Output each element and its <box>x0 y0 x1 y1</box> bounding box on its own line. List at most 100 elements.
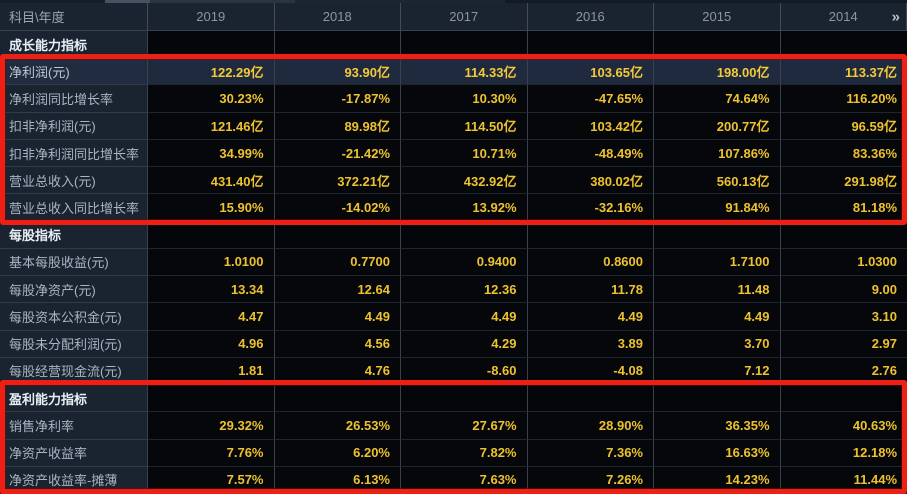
cell-value: -48.49% <box>527 139 654 168</box>
cell-value: 7.63% <box>401 466 528 494</box>
cell-value: 30.23% <box>148 85 275 113</box>
cell-value: 2.76 <box>780 357 907 386</box>
row-label: 营业总收入同比增长率 <box>0 194 148 222</box>
cell-value: 15.90% <box>148 194 275 222</box>
table-row[interactable]: 扣非净利润同比增长率 34.99% -21.42% 10.71% -48.49% 107.… <box>0 139 907 168</box>
section-title: 每股指标 <box>0 221 148 249</box>
empty-cell <box>148 31 275 59</box>
cell-value: 11.48 <box>654 276 781 304</box>
cell-value: 431.40亿 <box>148 167 275 195</box>
empty-cell <box>274 31 401 59</box>
cell-value: 7.76% <box>148 439 275 467</box>
top-edge-strip <box>0 0 907 3</box>
empty-cell <box>401 31 528 59</box>
row-label: 每股经营现金流(元) <box>0 357 148 386</box>
cell-value: 28.90% <box>527 412 654 440</box>
row-label: 扣非净利润同比增长率 <box>0 139 148 168</box>
row-label: 销售净利率 <box>0 412 148 440</box>
cell-value: 116.20% <box>780 85 907 113</box>
cell-value: 4.49 <box>654 303 781 331</box>
row-label: 净利润同比增长率 <box>0 85 148 113</box>
header-row: 科目\年度 2019 2018 2017 2016 2015 2014» <box>0 3 907 31</box>
table-row[interactable]: 每股资本公积金(元) 4.47 4.49 4.49 4.49 4.49 3.10 <box>0 303 907 331</box>
cell-value: 4.56 <box>274 330 401 358</box>
empty-cell <box>780 385 907 413</box>
table-row[interactable]: 营业总收入同比增长率 15.90% -14.02% 13.92% -32.16% 91.8… <box>0 194 907 222</box>
cell-value: 1.81 <box>148 357 275 386</box>
row-label: 净资产收益率-摊薄 <box>0 466 148 494</box>
table-row[interactable]: 净利润(元) 122.29亿 93.90亿 114.33亿 103.65亿 198.00亿… <box>0 58 907 86</box>
cell-value: 6.20% <box>274 439 401 467</box>
cell-value: 16.63% <box>654 439 781 467</box>
cell-value: 200.77亿 <box>654 112 781 140</box>
cell-value: 7.26% <box>527 466 654 494</box>
cell-value: 0.9400 <box>401 248 528 277</box>
row-label: 每股未分配利润(元) <box>0 330 148 358</box>
cell-value: 4.29 <box>401 330 528 358</box>
cell-value: 3.10 <box>780 303 907 331</box>
year-column-header: 2019 <box>148 3 275 31</box>
year-column-header: 2014» <box>780 3 907 31</box>
cell-value: 96.59亿 <box>780 112 907 140</box>
cell-value: 1.7100 <box>654 248 781 277</box>
table-row[interactable]: 净资产收益率 7.76% 6.20% 7.82% 7.36% 16.63% 12.18% <box>0 439 907 467</box>
table-row[interactable]: 销售净利率 29.32% 26.53% 27.67% 28.90% 36.35% 40.63… <box>0 412 907 440</box>
cell-value: 4.49 <box>401 303 528 331</box>
table-row[interactable]: 基本每股收益(元) 1.0100 0.7700 0.9400 0.8600 1.7100 1… <box>0 248 907 277</box>
row-label: 净资产收益率 <box>0 439 148 467</box>
table-row[interactable]: 每股未分配利润(元) 4.96 4.56 4.29 3.89 3.70 2.97 <box>0 330 907 358</box>
cell-value: 103.65亿 <box>527 58 654 86</box>
cell-value: 11.78 <box>527 276 654 304</box>
table-row[interactable]: 营业总收入(元) 431.40亿 372.21亿 432.92亿 380.02亿 560.… <box>0 167 907 195</box>
next-columns-icon[interactable]: » <box>891 8 900 25</box>
cell-value: 4.49 <box>527 303 654 331</box>
row-label: 每股资本公积金(元) <box>0 303 148 331</box>
cell-value: -17.87% <box>274 85 401 113</box>
year-column-header: 2016 <box>527 3 654 31</box>
cell-value: 83.36% <box>780 139 907 168</box>
cell-value: -21.42% <box>274 139 401 168</box>
table-row[interactable]: 净利润同比增长率 30.23% -17.87% 10.30% -47.65% 74.64%… <box>0 85 907 113</box>
year-column-header: 2017 <box>401 3 528 31</box>
cell-value: 6.13% <box>274 466 401 494</box>
cell-value: 4.96 <box>148 330 275 358</box>
cell-value: 4.49 <box>274 303 401 331</box>
cell-value: 2.97 <box>780 330 907 358</box>
cell-value: 380.02亿 <box>527 167 654 195</box>
cell-value: 27.67% <box>401 412 528 440</box>
row-label: 净利润(元) <box>0 58 148 86</box>
table-row[interactable]: 每股净资产(元) 13.34 12.64 12.36 11.78 11.48 9.00 <box>0 276 907 304</box>
cell-value: 7.82% <box>401 439 528 467</box>
table-row[interactable]: 每股经营现金流(元) 1.81 4.76 -8.60 -4.08 7.12 2.76 <box>0 357 907 386</box>
cell-value: 7.12 <box>654 357 781 386</box>
cell-value: -8.60 <box>401 357 528 386</box>
table-row[interactable]: 净资产收益率-摊薄 7.57% 6.13% 7.63% 7.26% 14.23% 11.44… <box>0 466 907 494</box>
cell-value: 0.7700 <box>274 248 401 277</box>
cell-value: 14.23% <box>654 466 781 494</box>
cell-value: 10.30% <box>401 85 528 113</box>
year-column-header: 2015 <box>654 3 781 31</box>
cell-value: 114.50亿 <box>401 112 528 140</box>
cell-value: 81.18% <box>780 194 907 222</box>
section-row: 盈利能力指标 <box>0 385 907 413</box>
cell-value: 107.86% <box>654 139 781 168</box>
cell-value: 1.0100 <box>148 248 275 277</box>
empty-cell <box>527 221 654 249</box>
empty-cell <box>401 221 528 249</box>
empty-cell <box>148 385 275 413</box>
cell-value: 13.34 <box>148 276 275 304</box>
cell-value: 4.76 <box>274 357 401 386</box>
section-row: 成长能力指标 <box>0 31 907 59</box>
table-row[interactable]: 扣非净利润(元) 121.46亿 89.98亿 114.50亿 103.42亿 200.7… <box>0 112 907 140</box>
empty-cell <box>654 221 781 249</box>
cell-value: 9.00 <box>780 276 907 304</box>
cell-value: 1.0300 <box>780 248 907 277</box>
cell-value: 122.29亿 <box>148 58 275 86</box>
cell-value: 114.33亿 <box>401 58 528 86</box>
cell-value: 4.47 <box>148 303 275 331</box>
cell-value: 121.46亿 <box>148 112 275 140</box>
cell-value: -14.02% <box>274 194 401 222</box>
row-label: 营业总收入(元) <box>0 167 148 195</box>
corner-header: 科目\年度 <box>0 3 148 31</box>
